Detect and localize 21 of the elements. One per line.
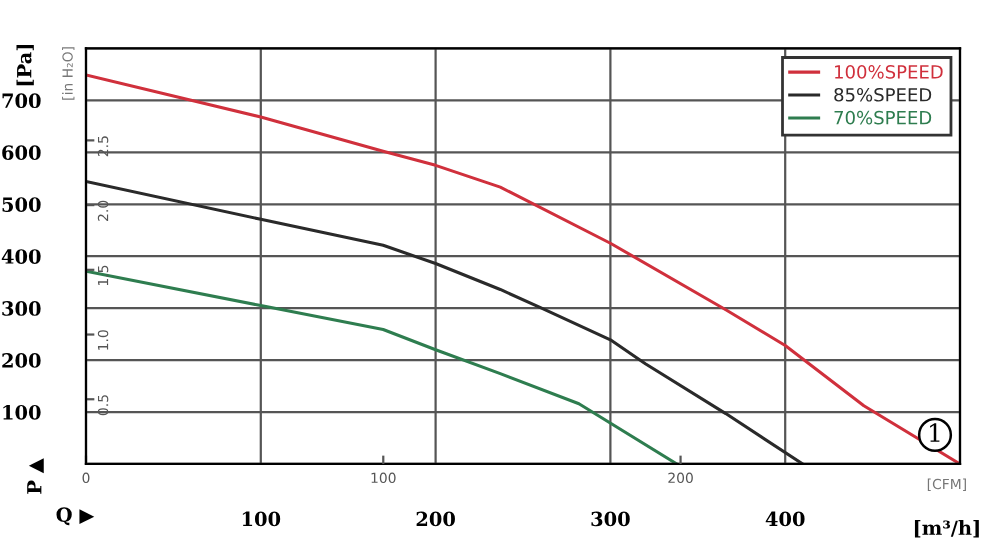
x-tick-label: 100 <box>242 511 281 527</box>
text: P ▲ <box>27 458 44 494</box>
line-series <box>86 179 805 464</box>
text: Q ▶ <box>56 507 95 526</box>
legend-label: 85%SPEED <box>834 87 932 102</box>
y-tick-label: 200 <box>2 353 41 368</box>
x-tick-label: 200 <box>416 511 455 527</box>
legend-label: 100%SPEED <box>835 65 943 79</box>
x-tick-label: 300 <box>591 511 630 527</box>
x-tick-label: 400 <box>765 511 805 527</box>
y-tick-label: 600 <box>2 145 41 161</box>
line-series <box>86 269 679 464</box>
y-tick-label: 100 <box>3 404 41 420</box>
y-tick-label: 500 <box>2 197 41 212</box>
y-tick-label: 300 <box>2 301 41 316</box>
y-axis-title: [Pa] <box>16 44 34 86</box>
annotation: 1 <box>930 423 940 442</box>
legend-label: 70%SPEED <box>834 110 932 125</box>
y-tick-label: 700 <box>2 93 41 109</box>
y-tick-label: 400 <box>1 249 41 264</box>
x-axis-title: [m³/h] <box>914 520 979 538</box>
